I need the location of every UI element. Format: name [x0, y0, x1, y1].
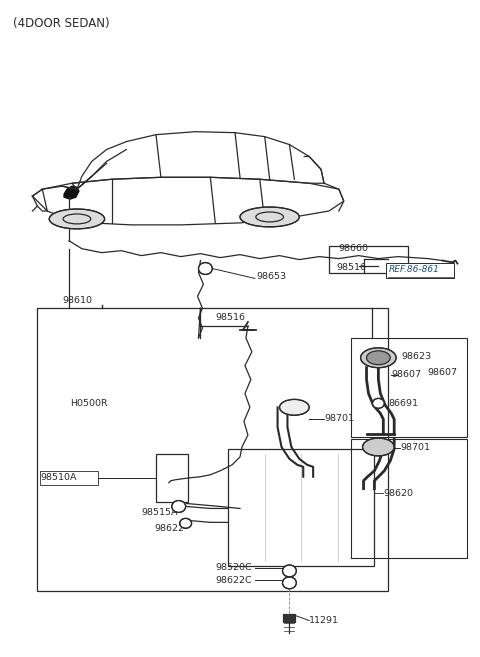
Text: H0500R: H0500R	[70, 399, 108, 409]
Text: 98516: 98516	[337, 263, 367, 271]
Text: 98622: 98622	[154, 524, 184, 533]
Ellipse shape	[240, 207, 300, 227]
Bar	[40, 471, 97, 485]
Ellipse shape	[49, 209, 105, 229]
Ellipse shape	[362, 438, 394, 456]
Text: 11291: 11291	[309, 616, 339, 625]
Bar	[386, 263, 454, 279]
Bar	[156, 454, 188, 501]
Bar	[37, 308, 388, 591]
Ellipse shape	[360, 348, 396, 368]
Text: 98622C: 98622C	[216, 576, 252, 585]
Text: 98610: 98610	[62, 296, 92, 306]
Bar	[351, 439, 468, 558]
Text: 98607: 98607	[428, 368, 458, 376]
Text: 98623: 98623	[401, 351, 431, 361]
Text: (4DOOR SEDAN): (4DOOR SEDAN)	[12, 16, 109, 30]
Ellipse shape	[279, 399, 309, 415]
Text: 98620: 98620	[384, 489, 413, 497]
Text: 98653: 98653	[257, 273, 287, 281]
Text: 98510A: 98510A	[40, 473, 77, 482]
Ellipse shape	[199, 263, 212, 275]
Bar	[228, 449, 374, 566]
Ellipse shape	[172, 501, 186, 512]
Ellipse shape	[283, 565, 296, 577]
Ellipse shape	[367, 351, 390, 365]
Text: 98515A: 98515A	[141, 509, 178, 518]
Ellipse shape	[283, 577, 296, 589]
Ellipse shape	[180, 518, 192, 528]
Text: 98607: 98607	[391, 370, 421, 378]
Text: 98701: 98701	[324, 415, 354, 423]
Text: 98516: 98516	[216, 313, 245, 322]
Polygon shape	[64, 186, 79, 199]
Bar	[284, 614, 295, 622]
Text: REF.86-861: REF.86-861	[388, 265, 439, 273]
Ellipse shape	[372, 398, 384, 408]
Text: 98660: 98660	[339, 244, 369, 253]
Bar	[351, 338, 468, 437]
Text: 86691: 86691	[388, 399, 418, 409]
Text: 98520C: 98520C	[216, 563, 252, 572]
Text: 98701: 98701	[400, 443, 430, 452]
Bar	[329, 246, 408, 273]
